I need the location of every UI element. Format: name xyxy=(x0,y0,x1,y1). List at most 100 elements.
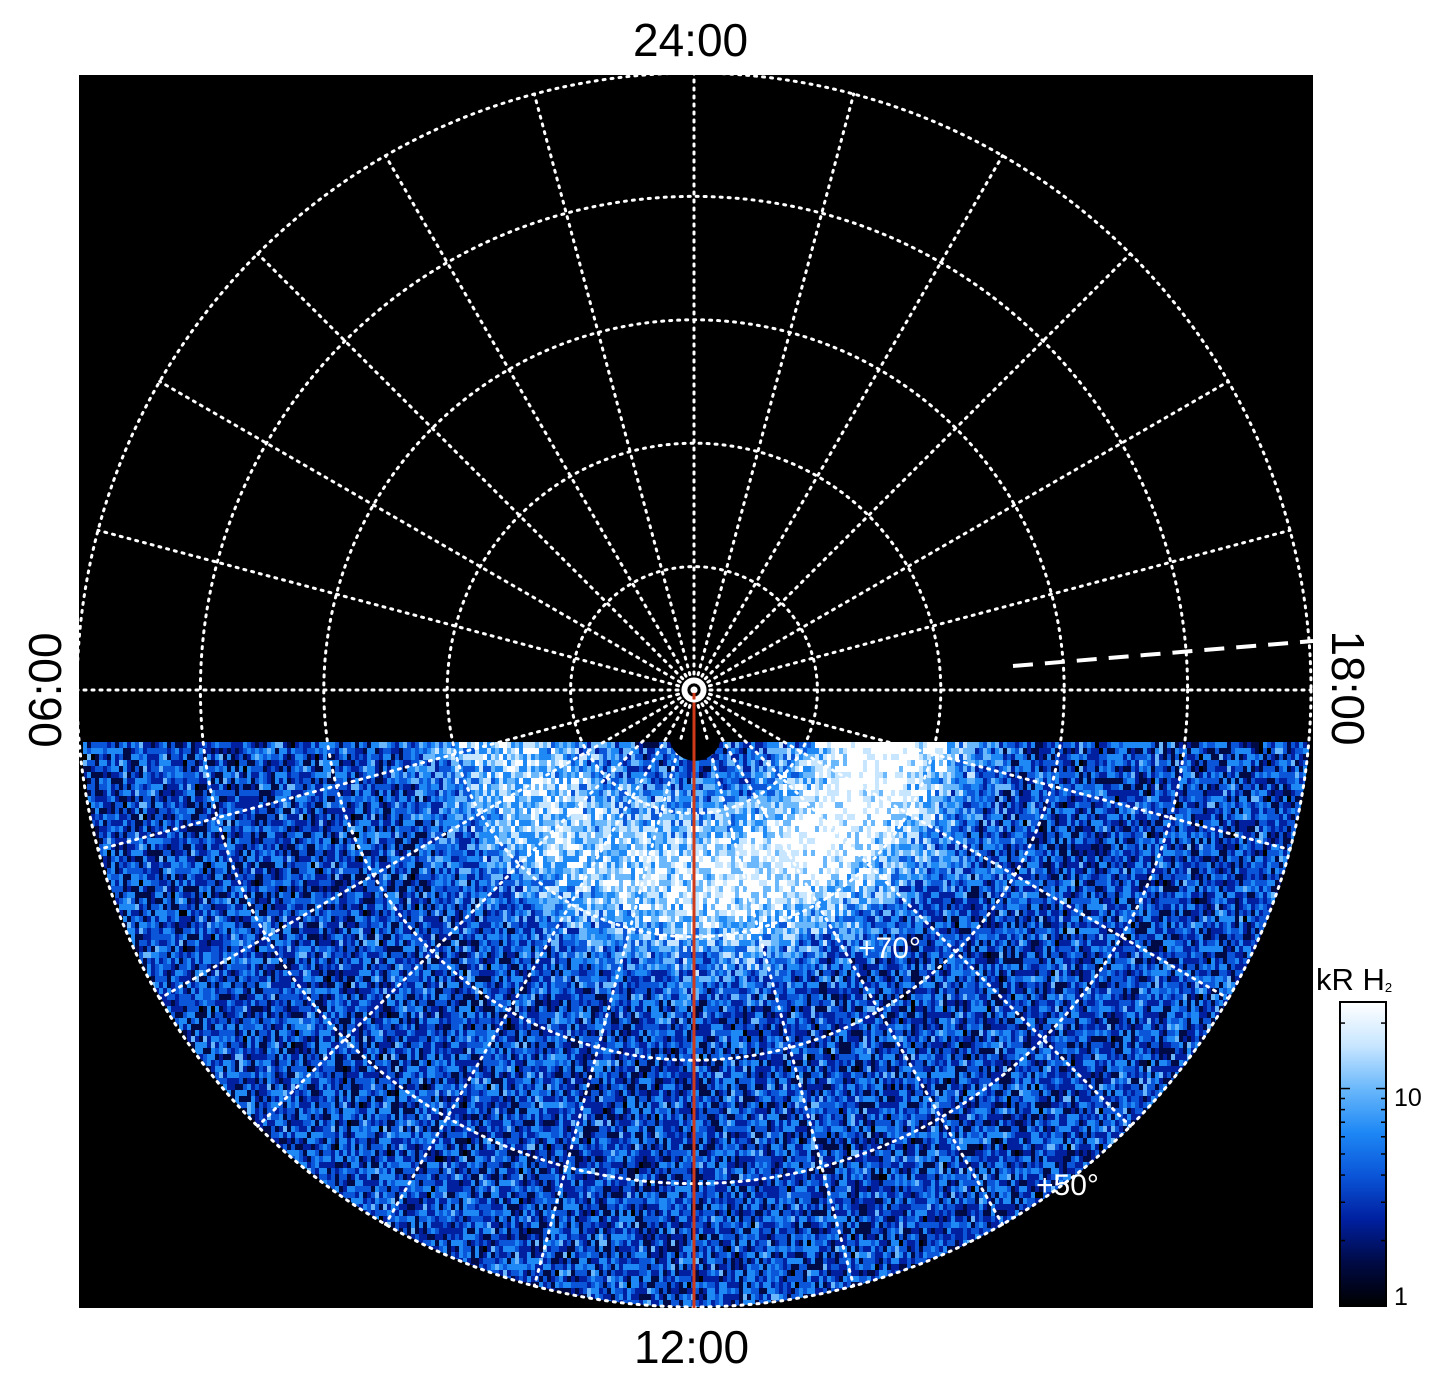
emission-pixel xyxy=(1291,796,1295,803)
emission-pixel xyxy=(267,814,271,821)
emission-pixel xyxy=(727,772,731,779)
emission-pixel xyxy=(483,754,487,761)
emission-pixel xyxy=(1003,778,1007,785)
emission-pixel xyxy=(251,742,255,749)
emission-pixel xyxy=(1235,754,1239,761)
emission-pixel xyxy=(311,772,315,779)
emission-pixel xyxy=(1199,796,1203,803)
emission-pixel xyxy=(439,796,443,803)
emission-pixel xyxy=(415,790,419,797)
emission-pixel xyxy=(679,802,683,809)
emission-pixel xyxy=(1279,814,1283,821)
emission-pixel xyxy=(451,802,455,809)
emission-pixel xyxy=(243,778,247,785)
emission-pixel xyxy=(243,754,247,761)
emission-pixel xyxy=(531,832,535,839)
emission-pixel xyxy=(151,778,155,785)
emission-pixel xyxy=(1159,790,1163,797)
emission-pixel xyxy=(999,790,1003,797)
emission-pixel xyxy=(1139,778,1143,785)
emission-pixel xyxy=(719,748,723,755)
emission-pixel xyxy=(395,820,399,827)
emission-pixel xyxy=(499,784,503,791)
emission-pixel xyxy=(331,838,335,845)
emission-pixel xyxy=(651,778,655,785)
emission-pixel xyxy=(659,784,663,791)
emission-pixel xyxy=(479,820,483,827)
emission-pixel xyxy=(911,820,915,827)
emission-pixel xyxy=(151,742,155,749)
emission-pixel xyxy=(1211,778,1215,785)
emission-pixel xyxy=(127,772,131,779)
emission-pixel xyxy=(327,832,331,839)
emission-pixel xyxy=(99,754,103,761)
emission-pixel xyxy=(871,766,875,773)
emission-pixel xyxy=(1211,748,1215,755)
emission-pixel xyxy=(1187,790,1191,797)
emission-pixel xyxy=(1243,772,1247,779)
emission-pixel xyxy=(471,838,475,845)
emission-pixel xyxy=(99,742,103,749)
emission-pixel xyxy=(499,748,503,755)
emission-pixel xyxy=(871,742,875,749)
emission-pixel xyxy=(1063,832,1067,839)
emission-pixel xyxy=(495,766,499,773)
emission-pixel xyxy=(1267,784,1271,791)
emission-pixel xyxy=(963,772,967,779)
emission-pixel xyxy=(911,784,915,791)
emission-pixel xyxy=(563,748,567,755)
emission-pixel xyxy=(703,802,707,809)
emission-pixel xyxy=(1007,784,1011,791)
emission-pixel xyxy=(247,760,251,767)
emission-pixel xyxy=(771,742,775,749)
emission-pixel xyxy=(731,796,735,803)
emission-pixel xyxy=(1191,814,1195,821)
emission-pixel xyxy=(1155,742,1159,749)
emission-pixel xyxy=(359,754,363,761)
emission-pixel xyxy=(447,772,451,779)
emission-pixel xyxy=(175,814,179,821)
emission-pixel xyxy=(1295,802,1299,809)
emission-pixel xyxy=(855,754,859,761)
emission-pixel xyxy=(1243,766,1247,773)
emission-pixel xyxy=(535,832,539,839)
emission-pixel xyxy=(1243,808,1247,815)
emission-pixel xyxy=(239,820,243,827)
emission-pixel xyxy=(135,766,139,773)
emission-pixel xyxy=(1019,826,1023,833)
emission-pixel xyxy=(895,772,899,779)
emission-pixel xyxy=(943,778,947,785)
emission-pixel xyxy=(555,760,559,767)
emission-pixel xyxy=(1239,796,1243,803)
emission-pixel xyxy=(443,838,447,845)
emission-pixel xyxy=(747,760,751,767)
emission-pixel xyxy=(131,748,135,755)
emission-pixel xyxy=(1135,772,1139,779)
emission-pixel xyxy=(371,754,375,761)
emission-pixel xyxy=(143,766,147,773)
emission-pixel xyxy=(111,814,115,821)
emission-pixel xyxy=(1019,808,1023,815)
emission-pixel xyxy=(723,826,727,833)
emission-pixel xyxy=(203,802,207,809)
emission-pixel xyxy=(459,802,463,809)
emission-pixel xyxy=(387,760,391,767)
emission-pixel xyxy=(543,826,547,833)
emission-pixel xyxy=(567,796,571,803)
emission-pixel xyxy=(411,772,415,779)
emission-pixel xyxy=(319,778,323,785)
emission-pixel xyxy=(695,826,699,833)
emission-pixel xyxy=(1215,832,1219,839)
emission-pixel xyxy=(335,760,339,767)
emission-pixel xyxy=(715,826,719,833)
emission-pixel xyxy=(1099,778,1103,785)
emission-pixel xyxy=(451,838,455,845)
emission-pixel xyxy=(223,808,227,815)
emission-pixel xyxy=(643,796,647,803)
emission-pixel xyxy=(1259,820,1263,827)
emission-pixel xyxy=(447,796,451,803)
emission-pixel xyxy=(115,784,119,791)
emission-pixel xyxy=(619,754,623,761)
emission-pixel xyxy=(1207,814,1211,821)
emission-pixel xyxy=(363,790,367,797)
